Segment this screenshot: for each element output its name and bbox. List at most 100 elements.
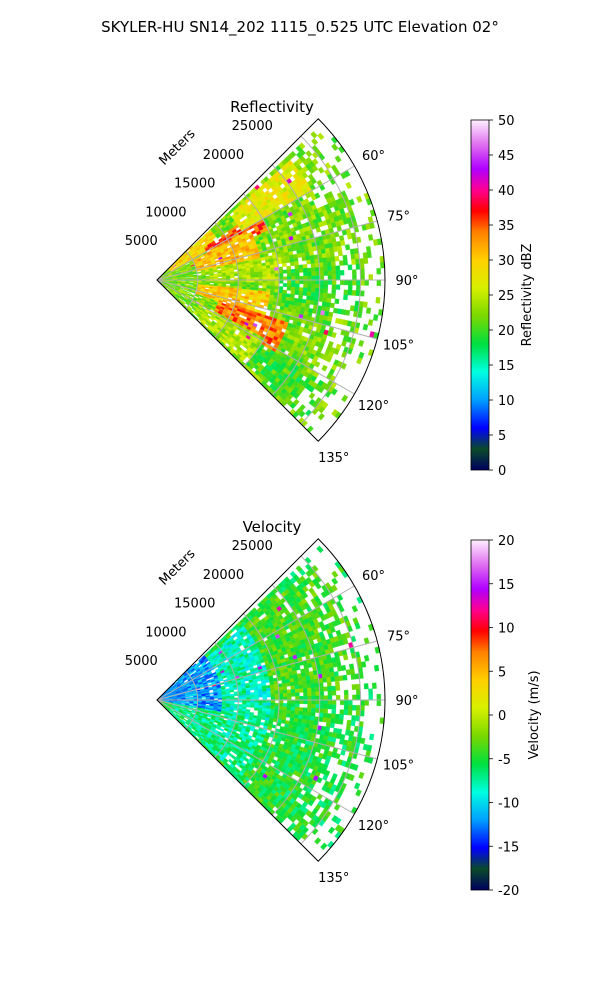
field-gate (270, 702, 276, 707)
field-gate (254, 707, 259, 711)
field-gate (293, 677, 299, 683)
field-gate (376, 268, 382, 275)
field-gate (248, 296, 254, 301)
colorbar-tick-label: 35 (498, 219, 515, 234)
field-gate (205, 702, 211, 705)
field-gate (310, 291, 316, 297)
field-gate (309, 254, 315, 260)
field-gate (258, 691, 263, 695)
field-gate (295, 276, 300, 281)
field-gate (364, 279, 369, 286)
field-gate (301, 256, 307, 262)
field-gate (249, 269, 255, 273)
field-gate (290, 268, 296, 274)
colorbar-tick-label: 25 (498, 289, 515, 304)
field-gate (310, 711, 316, 717)
field-gate (269, 684, 275, 689)
field-gate (322, 297, 328, 303)
field-gate (286, 283, 292, 288)
field-gate (214, 259, 220, 263)
field-gate (298, 688, 304, 693)
field-gate (310, 683, 316, 689)
field-gate (337, 250, 343, 257)
field-gate (286, 689, 292, 694)
panel-title: Reflectivity (230, 98, 314, 116)
field-gate (363, 257, 369, 264)
field-gate (258, 282, 263, 286)
radial-tick-label: 20000 (203, 148, 244, 163)
field-gate (259, 721, 265, 726)
field-gate (340, 240, 346, 247)
field-gate (291, 279, 296, 284)
field-gate (303, 691, 308, 697)
field-gate (294, 287, 300, 292)
field-gate (311, 267, 316, 273)
field-gate (280, 719, 286, 724)
field-gate (303, 275, 308, 281)
field-gate (305, 299, 311, 305)
field-gate (286, 703, 292, 708)
field-gate (315, 284, 320, 289)
field-gate (246, 692, 251, 696)
field-gate (302, 715, 307, 720)
field-gate (311, 283, 316, 289)
field-gate (307, 703, 312, 709)
field-gate (352, 274, 357, 281)
field-gate (290, 713, 295, 719)
field-gate (262, 274, 268, 278)
field-gate (246, 274, 251, 278)
colorbar-tick-label: 10 (498, 394, 515, 409)
field-gate (295, 692, 300, 697)
field-gate (270, 267, 275, 272)
field-gate (366, 251, 372, 259)
field-gate (327, 275, 333, 281)
field-gate (254, 704, 259, 709)
field-gate (311, 275, 316, 281)
field-gate (331, 275, 337, 281)
field-gate (305, 675, 311, 681)
field-layer (156, 545, 385, 851)
field-gate (307, 267, 312, 273)
field-gate (270, 273, 276, 278)
field-gate (266, 282, 272, 287)
field-gate (306, 711, 312, 717)
field-gate (356, 195, 363, 203)
field-gate (266, 273, 272, 278)
field-gate (242, 275, 247, 278)
field-gate (185, 700, 190, 702)
field-gate (274, 273, 280, 278)
field-gate (311, 703, 316, 709)
field-gate (270, 285, 276, 290)
field-gate (360, 274, 365, 281)
field-gate (242, 702, 247, 705)
field-gate (307, 275, 312, 281)
field-gate (293, 257, 299, 263)
field-gate (294, 290, 300, 296)
field-gate (258, 694, 263, 698)
field-gate (323, 270, 329, 276)
field-gate (230, 275, 235, 279)
field-gate (306, 291, 312, 297)
field-gate (246, 704, 251, 708)
field-gate (335, 275, 341, 281)
field-gate (270, 687, 275, 692)
field-gate (233, 693, 239, 697)
field-gate (265, 264, 271, 269)
field-gate (298, 264, 304, 269)
field-gate (246, 702, 251, 706)
field-gate (291, 692, 296, 697)
field-gate (362, 301, 368, 308)
field-gate (330, 293, 336, 299)
field-gate (319, 695, 325, 701)
field-gate (281, 682, 287, 687)
field-gate (339, 279, 345, 286)
field-gate (262, 688, 267, 692)
field-gate (225, 276, 231, 279)
field-gate (298, 711, 304, 716)
field-gate (291, 272, 296, 277)
field-gate (315, 699, 321, 705)
field-gate (250, 274, 255, 278)
field-gate (297, 676, 303, 682)
field-gate (309, 300, 315, 306)
field-gate (375, 297, 381, 304)
